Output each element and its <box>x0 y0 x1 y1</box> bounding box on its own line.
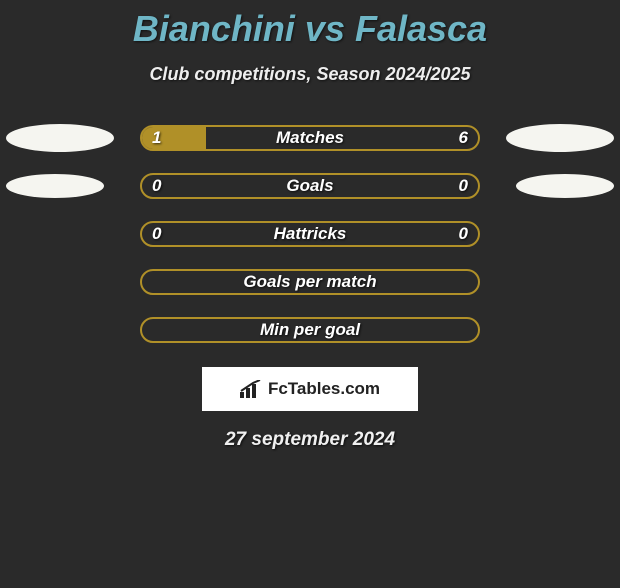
stat-bar: 0Hattricks0 <box>140 221 480 247</box>
stat-bar: 0Goals0 <box>140 173 480 199</box>
brand-logo: FcTables.com <box>202 367 418 411</box>
date-text: 27 september 2024 <box>0 429 620 451</box>
page-title: Bianchini vs Falasca <box>0 8 620 50</box>
team-badge-right <box>506 124 614 152</box>
page-subtitle: Club competitions, Season 2024/2025 <box>0 64 620 85</box>
stat-row: 1Matches6 <box>0 125 620 151</box>
stat-bar: Goals per match <box>140 269 480 295</box>
team-badge-left <box>6 124 114 152</box>
stat-bar: Min per goal <box>140 317 480 343</box>
stat-value-right: 0 <box>459 224 468 244</box>
stat-row: 0Goals0 <box>0 173 620 199</box>
stat-label: Goals <box>142 176 478 196</box>
stat-label: Min per goal <box>142 320 478 340</box>
stats-rows: 1Matches60Goals00Hattricks0Goals per mat… <box>0 125 620 343</box>
team-badge-left <box>6 174 104 198</box>
stat-value-right: 6 <box>459 128 468 148</box>
stat-row: Min per goal <box>0 317 620 343</box>
chart-icon <box>240 380 262 398</box>
stat-row: 0Hattricks0 <box>0 221 620 247</box>
team-badge-right <box>516 174 614 198</box>
stat-label: Matches <box>142 128 478 148</box>
stat-label: Goals per match <box>142 272 478 292</box>
stat-bar: 1Matches6 <box>140 125 480 151</box>
stat-label: Hattricks <box>142 224 478 244</box>
stat-value-right: 0 <box>459 176 468 196</box>
brand-logo-text: FcTables.com <box>268 379 380 399</box>
stat-row: Goals per match <box>0 269 620 295</box>
